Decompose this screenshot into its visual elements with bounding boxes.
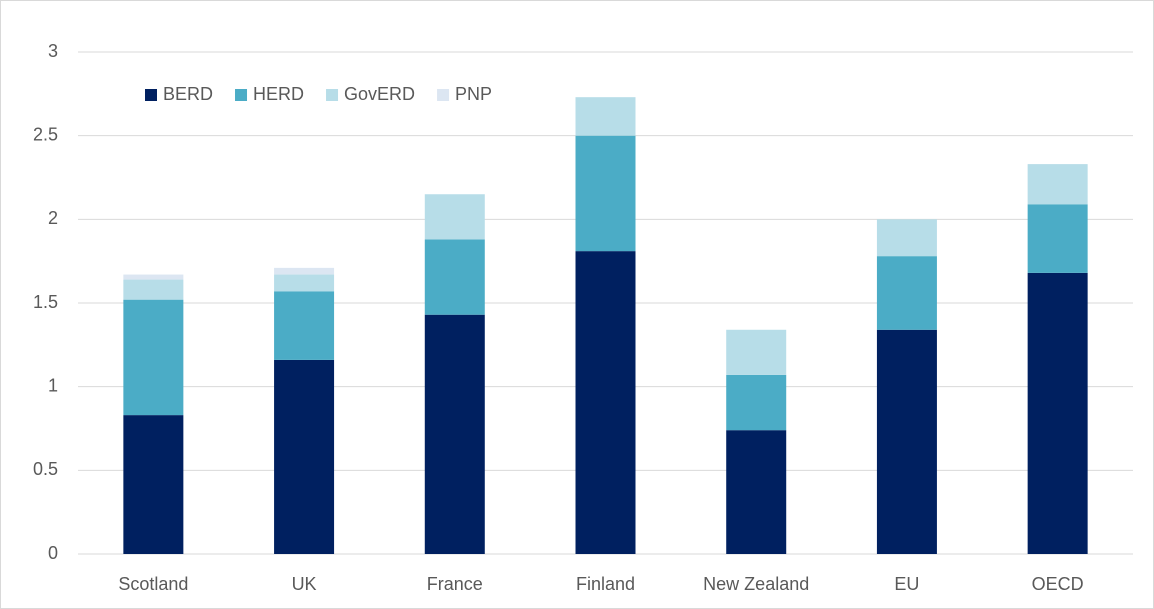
bar-segment — [1027, 204, 1088, 273]
legend-label: BERD — [163, 84, 213, 104]
y-tick-label: 2 — [48, 208, 58, 228]
bar-segment — [876, 329, 937, 554]
bar-segment — [876, 219, 937, 257]
bar-segment — [274, 359, 335, 554]
legend-label: HERD — [253, 84, 304, 104]
x-tick-label: New Zealand — [703, 574, 809, 594]
bar-segment — [274, 274, 335, 292]
legend-swatch — [326, 89, 339, 101]
bar-segment — [575, 135, 636, 252]
bar-segment — [1027, 164, 1088, 205]
bar-segment — [424, 239, 485, 315]
legend-swatch — [145, 89, 157, 101]
bar-segment — [726, 374, 787, 431]
x-tick-label: EU — [894, 574, 919, 594]
x-tick-label: Finland — [576, 574, 635, 594]
bar-segment — [726, 430, 787, 554]
x-tick-label: UK — [292, 574, 317, 594]
bar-segment — [424, 314, 485, 554]
bar-segment — [876, 256, 937, 330]
y-tick-label: 3 — [48, 41, 58, 61]
bar-segment — [1027, 272, 1088, 554]
bar-segment — [424, 194, 485, 240]
legend-swatch — [235, 89, 248, 101]
x-tick-label: Scotland — [118, 574, 188, 594]
legend-label: GovERD — [344, 84, 415, 104]
y-tick-label: 0 — [48, 543, 58, 563]
y-tick-label: 1 — [48, 375, 58, 395]
x-tick-label: OECD — [1032, 574, 1084, 594]
x-tick-label: France — [427, 574, 483, 594]
bar-segment — [274, 267, 335, 275]
bar-segment — [123, 279, 184, 300]
bar-segment — [123, 299, 184, 416]
legend-label: PNP — [455, 84, 492, 104]
y-tick-label: 1.5 — [33, 292, 58, 312]
bar-segment — [274, 291, 335, 360]
bar-segment — [575, 97, 636, 136]
legend-swatch — [437, 89, 450, 101]
bar-segment — [123, 415, 184, 554]
bar-segment — [123, 274, 184, 280]
bar-segment — [726, 329, 787, 375]
y-tick-label: 0.5 — [33, 459, 58, 479]
bar-segment — [575, 251, 636, 555]
y-tick-label: 2.5 — [33, 124, 58, 144]
